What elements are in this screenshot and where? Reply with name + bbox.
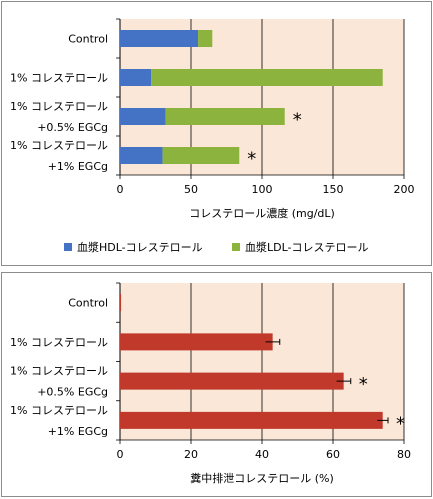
significance-marker: * — [359, 374, 368, 395]
category-label: Control — [68, 33, 108, 46]
bar — [198, 30, 213, 47]
category-label: 1% コレステロール — [10, 336, 108, 349]
bar — [120, 333, 273, 351]
x-tick-label: 50 — [184, 183, 198, 196]
x-tick-label: 60 — [326, 448, 340, 461]
category-label: 1% コレステロール — [10, 139, 108, 152]
significance-marker: * — [247, 149, 256, 170]
bar — [151, 69, 383, 86]
category-label: 1% コレステロール — [10, 100, 108, 113]
x-tick-label: 80 — [397, 448, 411, 461]
chart-1: Control 1% コレステロール 1% コレステロール +0.5% EGCg * 1%… — [10, 18, 415, 254]
x-tick-label: 0 — [117, 183, 124, 196]
x-axis-label: コレステロール濃度 (mg/dL) — [189, 206, 335, 220]
category-label: 1% コレステロール — [10, 404, 108, 417]
category-label: +0.5% EGCg — [37, 121, 108, 134]
bar — [165, 108, 285, 125]
chart-2: Control 1% コレステロール 1% コレステロール +0.5% EGCg * 1%… — [10, 282, 411, 485]
category-label: 1% コレステロール — [10, 72, 108, 85]
category-label: +1% EGCg — [48, 160, 108, 173]
x-tick-label: 0 — [117, 448, 124, 461]
bar — [120, 372, 344, 390]
bar — [120, 69, 152, 86]
legend-label: 血漿LDL-コレステロール — [245, 240, 369, 254]
x-axis-label: 糞中排泄コレステロール (%) — [190, 471, 334, 485]
x-tick-label: 150 — [323, 183, 344, 196]
x-tick-label: 200 — [394, 183, 415, 196]
category-label: 1% コレステロール — [10, 365, 108, 378]
bar — [120, 294, 122, 312]
bar — [120, 108, 166, 125]
x-tick-label: 20 — [184, 448, 198, 461]
category-label: +0.5% EGCg — [37, 386, 108, 399]
x-tick-label: 40 — [255, 448, 269, 461]
legend-swatch — [64, 243, 72, 251]
category-label: Control — [68, 297, 108, 310]
legend-label: 血漿HDL-コレステロール — [77, 240, 203, 254]
bar — [120, 30, 199, 47]
legend-swatch — [232, 243, 240, 251]
bar — [120, 411, 383, 429]
bar — [162, 147, 240, 164]
x-tick-label: 100 — [252, 183, 273, 196]
significance-marker: * — [293, 110, 302, 131]
category-label: +1% EGCg — [48, 425, 108, 438]
significance-marker: * — [396, 413, 405, 434]
bar — [120, 147, 163, 164]
